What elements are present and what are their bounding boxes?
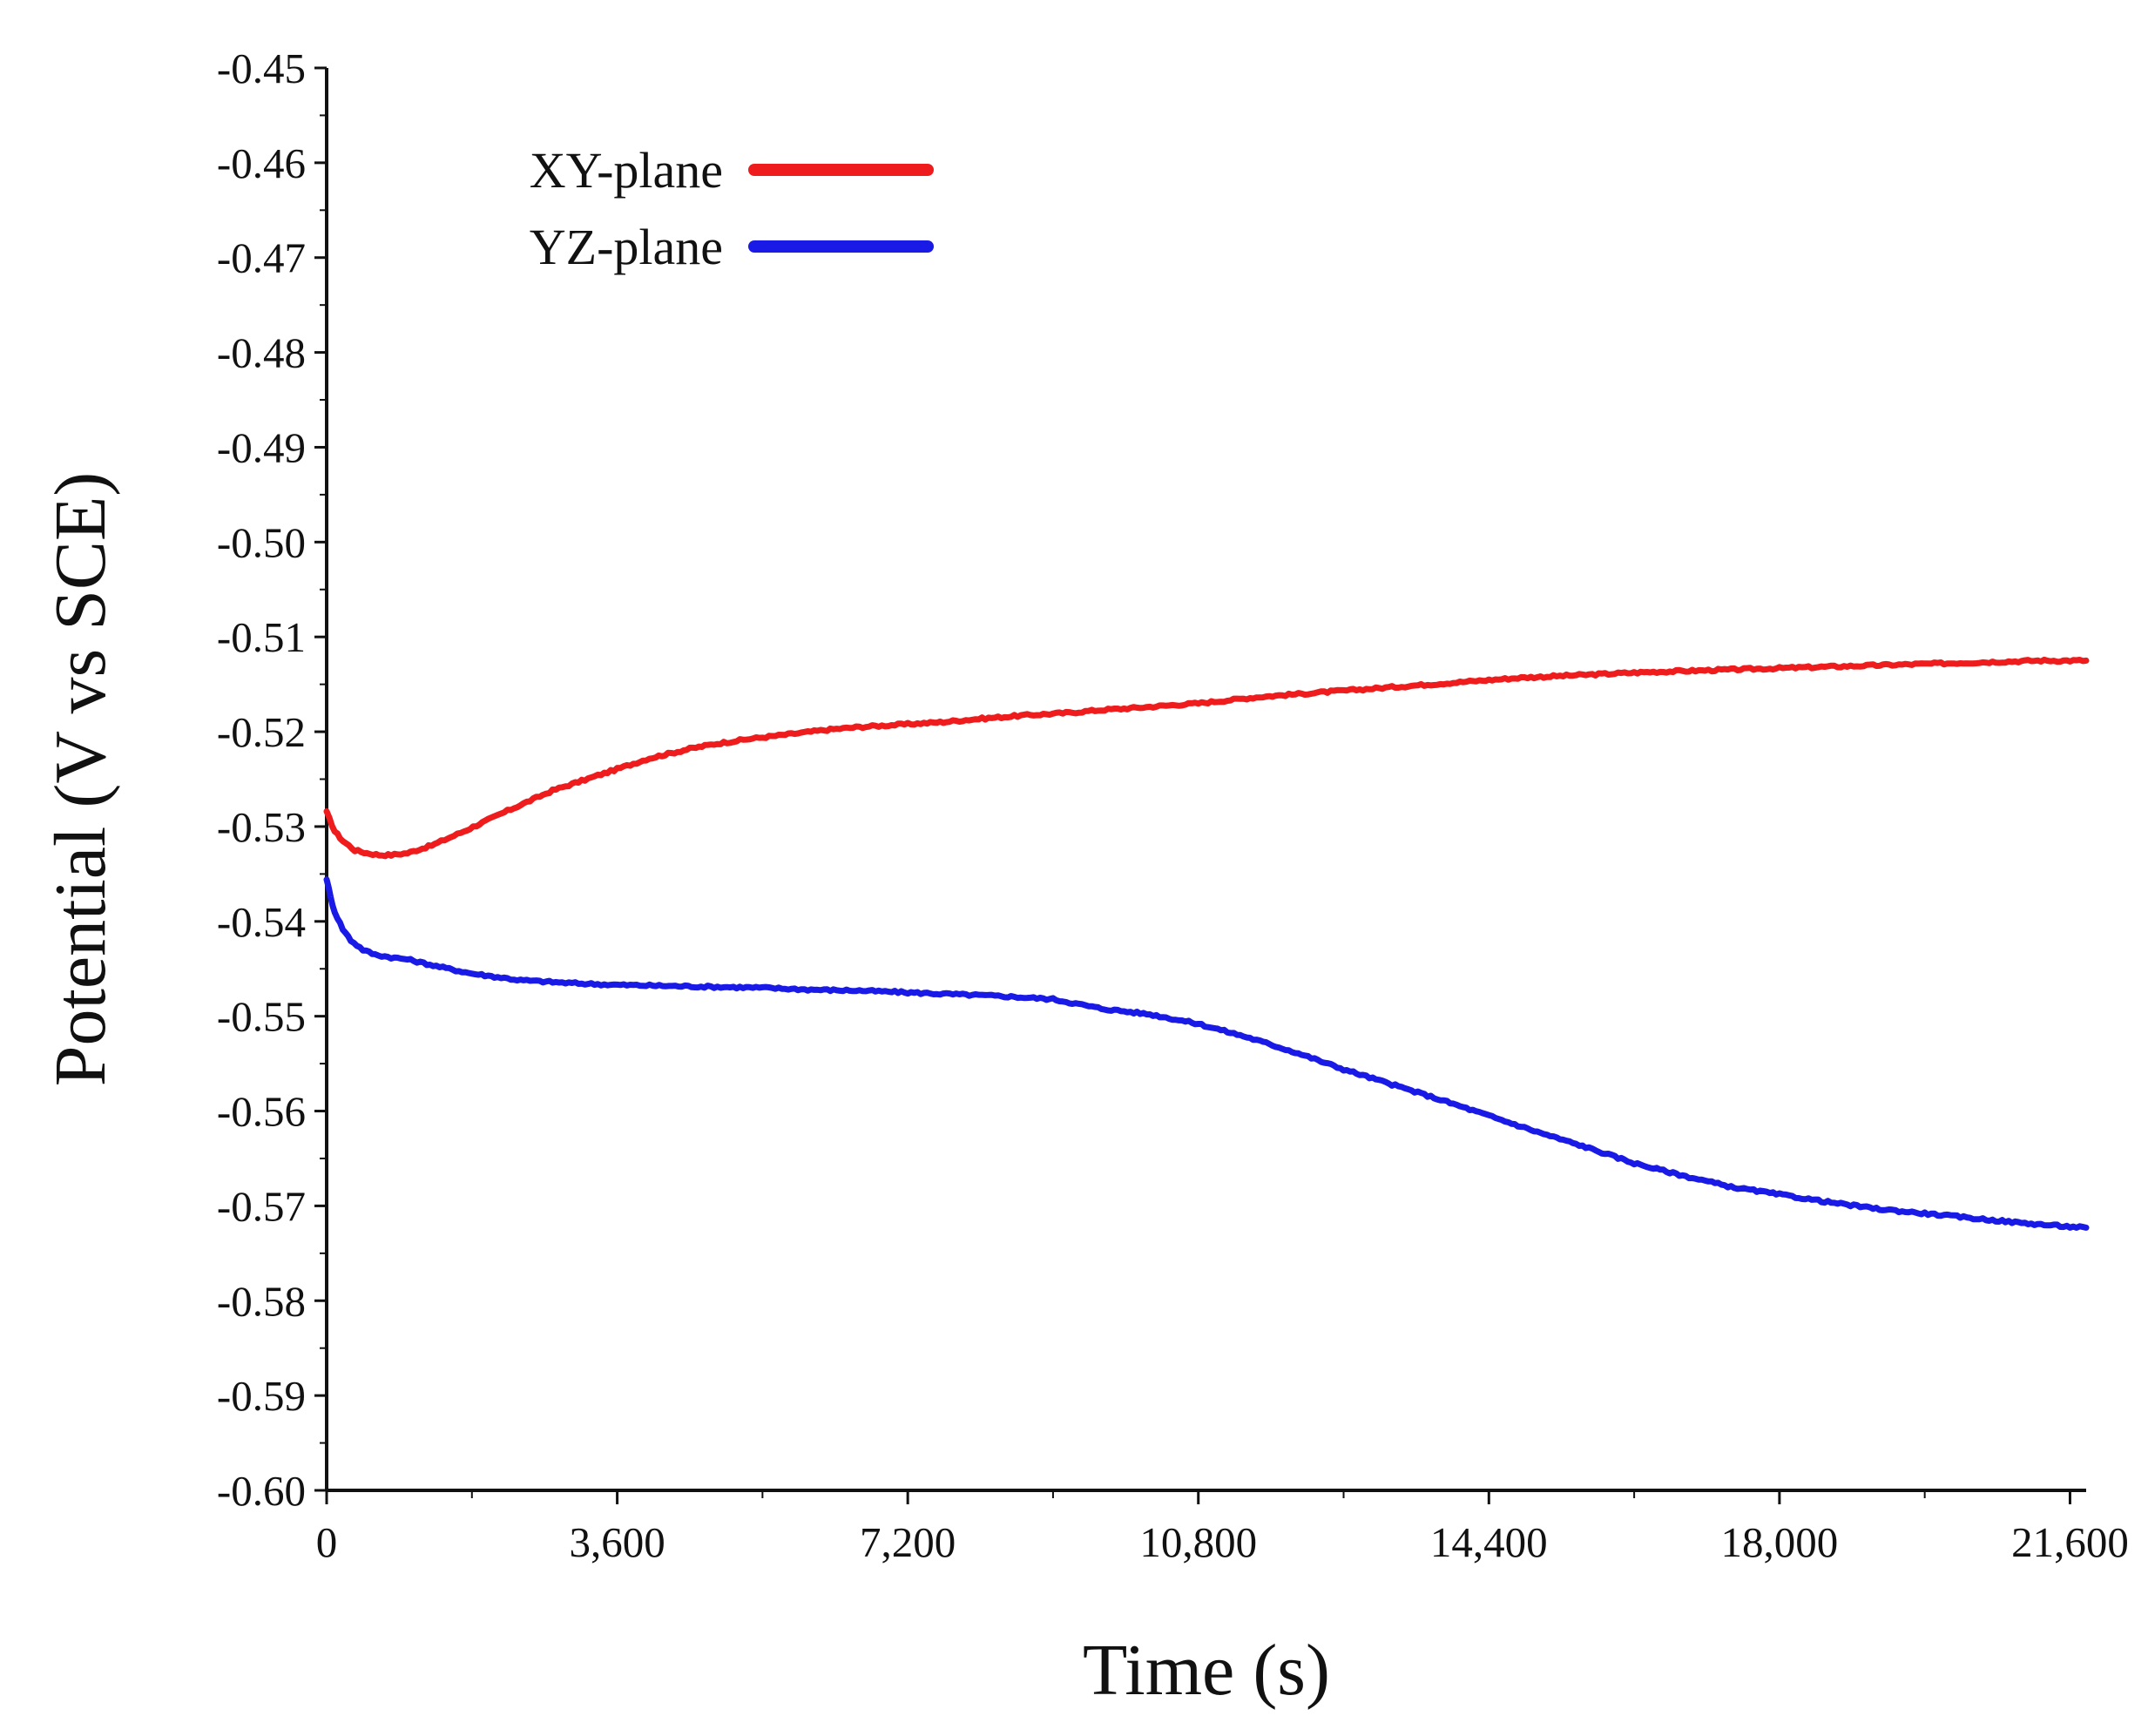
legend-label-yz-plane: YZ-plane [530,219,723,275]
x-tick-label: 14,400 [1430,1518,1548,1566]
y-tick-label: -0.55 [217,993,306,1041]
x-tick-label: 18,000 [1721,1518,1839,1566]
y-tick-label: -0.48 [217,329,306,377]
y-tick-label: -0.57 [217,1182,306,1230]
y-tick-label: -0.59 [217,1372,306,1420]
y-tick-label: -0.58 [217,1277,306,1325]
y-tick-label: -0.53 [217,803,306,851]
y-tick-label: -0.50 [217,518,306,566]
y-tick-label: -0.49 [217,423,306,471]
y-tick-label: -0.51 [217,613,306,661]
series-line-xy-plane [323,656,2090,860]
series-lines [323,656,2090,1231]
series-line-yz-plane [323,876,2090,1231]
y-axis-title: Potential (V vs SCE) [40,472,121,1086]
tick-marks: -0.45 -0.46 -0.47 -0.48 -0.49 -0.50 -0.51 -0.52… [217,44,2129,1566]
x-tick-label: 21,600 [2011,1518,2129,1566]
y-tick-label: -0.54 [217,898,306,946]
x-tick-label: 10,800 [1139,1518,1257,1566]
x-tick-label: 3,600 [569,1518,665,1566]
x-axis-title: Time (s) [1083,1630,1330,1711]
y-tick-label: -0.52 [217,708,306,756]
y-tick-label: -0.45 [217,44,306,92]
y-tick-label: -0.46 [217,139,306,187]
y-tick-label: -0.56 [217,1088,306,1136]
x-tick-label: 0 [316,1518,338,1566]
y-tick-label: -0.60 [217,1467,306,1515]
legend-label-xy-plane: XY-plane [530,142,723,199]
x-tick-label: 7,200 [860,1518,956,1566]
legend: XY-plane YZ-plane [530,142,934,275]
y-tick-label: -0.47 [217,234,306,282]
